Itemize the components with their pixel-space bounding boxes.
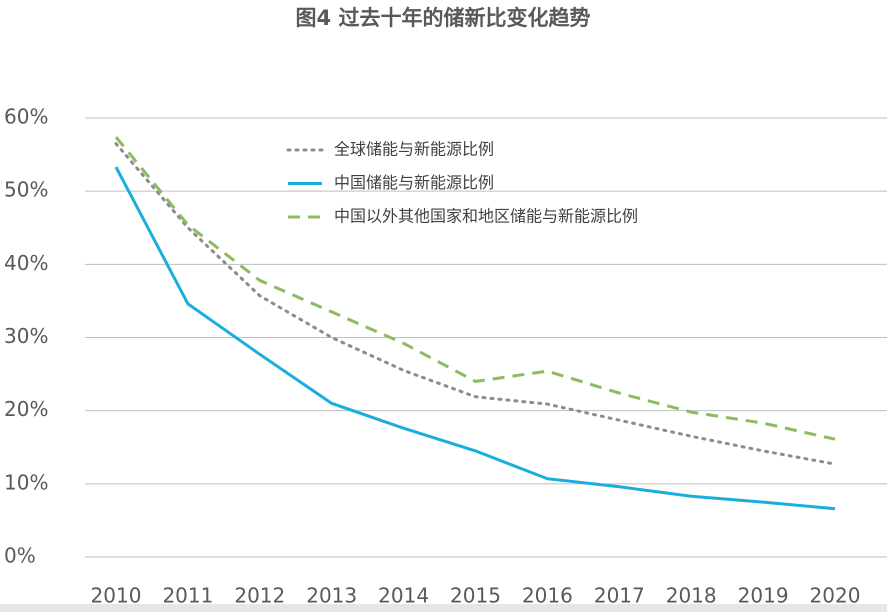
- x-tick-label: 2014: [378, 584, 429, 608]
- x-tick-label: 2011: [162, 584, 213, 608]
- line: [114, 136, 836, 441]
- chart-title: 图4 过去十年的储新比变化趋势: [296, 6, 591, 30]
- line: [114, 142, 837, 466]
- x-tick-label: 2016: [522, 584, 573, 608]
- y-tick-label: 50%: [4, 178, 48, 202]
- line: [114, 166, 836, 511]
- x-tick-label: 2010: [91, 584, 142, 608]
- bottom-bar: [0, 604, 887, 612]
- x-tick-label: 2019: [738, 584, 789, 608]
- y-tick-label: 60%: [4, 105, 48, 129]
- legend-label: 中国储能与新能源比例: [334, 173, 494, 192]
- x-tick-label: 2017: [594, 584, 645, 608]
- y-tick-label: 0%: [4, 544, 36, 568]
- y-tick-label: 20%: [4, 397, 48, 421]
- legend-label: 全球储能与新能源比例: [334, 140, 494, 159]
- x-tick-label: 2012: [234, 584, 285, 608]
- y-tick-label: 40%: [4, 251, 48, 275]
- x-tick-label: 2020: [810, 584, 861, 608]
- legend-label: 中国以外其他国家和地区储能与新能源比例: [334, 207, 638, 226]
- y-tick-label: 10%: [4, 470, 48, 494]
- x-tick-label: 2015: [450, 584, 501, 608]
- x-tick-label: 2018: [666, 584, 717, 608]
- x-tick-label: 2013: [306, 584, 357, 608]
- y-tick-label: 30%: [4, 324, 48, 348]
